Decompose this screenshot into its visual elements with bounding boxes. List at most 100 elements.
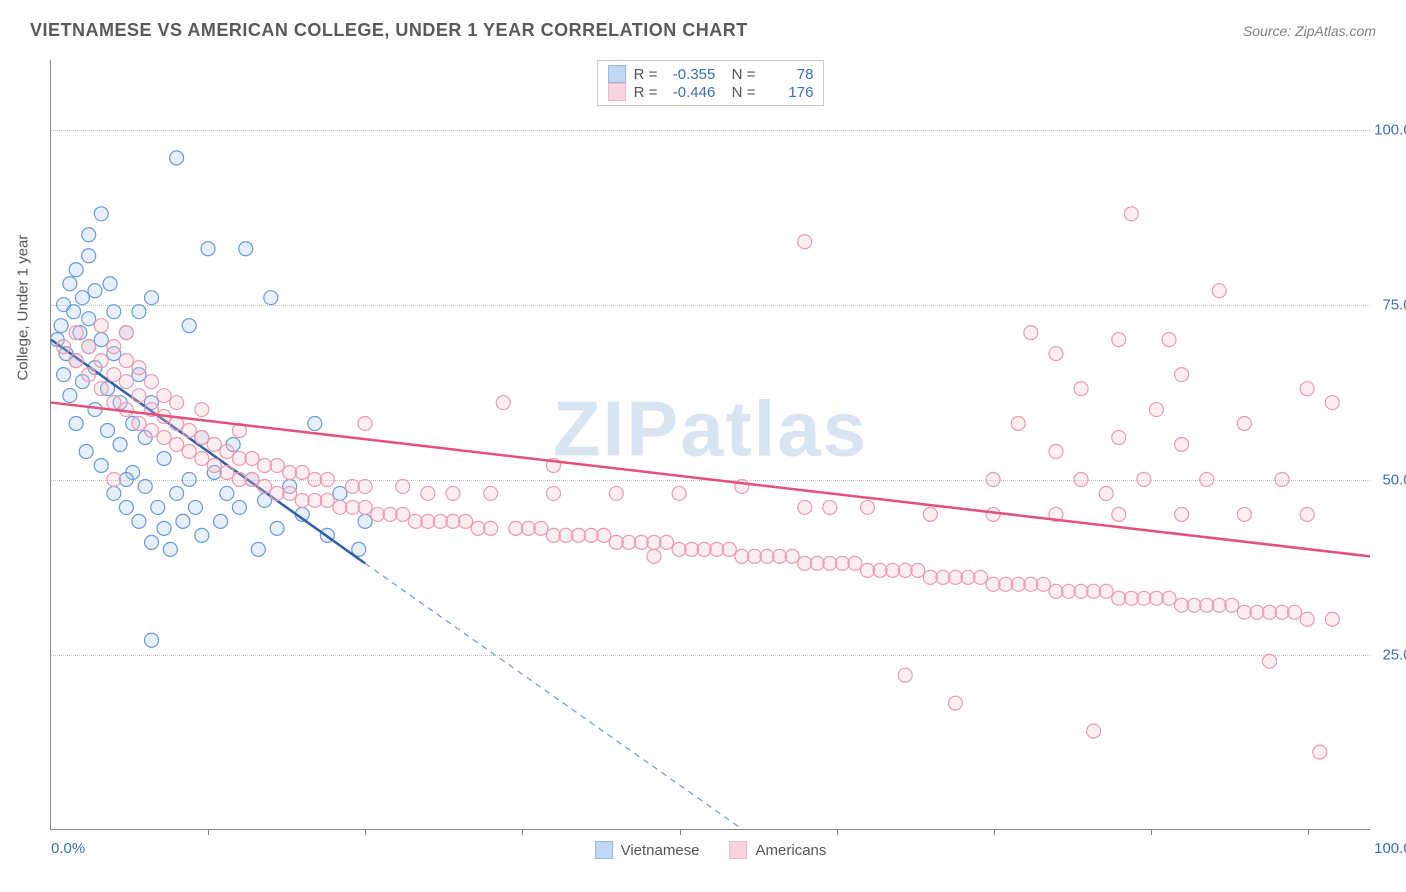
scatter-point (1099, 486, 1113, 500)
scatter-point (572, 528, 586, 542)
scatter-point (948, 570, 962, 584)
scatter-point (1187, 598, 1201, 612)
scatter-point (195, 528, 209, 542)
scatter-point (182, 319, 196, 333)
n-value-1: 78 (763, 66, 813, 83)
scatter-point (132, 305, 146, 319)
scatter-point (82, 368, 96, 382)
scatter-point (88, 284, 102, 298)
scatter-point (107, 368, 121, 382)
scatter-point (188, 500, 202, 514)
scatter-point (82, 228, 96, 242)
scatter-point (1263, 654, 1277, 668)
scatter-point (79, 445, 93, 459)
scatter-point (1313, 745, 1327, 759)
scatter-point (433, 514, 447, 528)
scatter-point (1024, 326, 1038, 340)
scatter-point (835, 556, 849, 570)
scatter-point (1099, 584, 1113, 598)
scatter-point (333, 486, 347, 500)
legend-swatch-vietnamese (595, 841, 613, 859)
scatter-point (685, 542, 699, 556)
scatter-point (1087, 724, 1101, 738)
chart-area: ZIPatlas R = -0.355 N = 78 R = -0.446 N … (50, 60, 1370, 830)
scatter-point (103, 277, 117, 291)
scatter-point (119, 326, 133, 340)
scatter-point (1263, 605, 1277, 619)
scatter-point (1124, 207, 1138, 221)
scatter-point (609, 535, 623, 549)
scatter-point (1300, 612, 1314, 626)
scatter-point (597, 528, 611, 542)
scatter-point (1237, 507, 1251, 521)
scatter-point (94, 382, 108, 396)
scatter-point (157, 389, 171, 403)
scatter-point (182, 445, 196, 459)
r-label-1: R = (634, 66, 658, 83)
chart-title: VIETNAMESE VS AMERICAN COLLEGE, UNDER 1 … (30, 20, 748, 41)
scatter-point (132, 417, 146, 431)
scatter-point (1162, 591, 1176, 605)
scatter-point (609, 486, 623, 500)
scatter-point (1200, 598, 1214, 612)
scatter-point (145, 291, 159, 305)
scatter-point (823, 556, 837, 570)
scatter-point (176, 514, 190, 528)
scatter-point (1212, 598, 1226, 612)
scatter-point (320, 472, 334, 486)
scatter-point (1087, 584, 1101, 598)
scatter-point (1049, 584, 1063, 598)
x-tick (365, 829, 366, 835)
scatter-point (67, 305, 81, 319)
scatter-point (1175, 368, 1189, 382)
scatter-point (1200, 472, 1214, 486)
x-tick (994, 829, 995, 835)
scatter-point (484, 486, 498, 500)
scatter-point (471, 521, 485, 535)
x-tick (680, 829, 681, 835)
x-tick (1151, 829, 1152, 835)
scatter-point (999, 577, 1013, 591)
scatter-point (207, 438, 221, 452)
scatter-point (119, 500, 133, 514)
scatter-point (54, 319, 68, 333)
scatter-point (722, 542, 736, 556)
scatter-point (1112, 333, 1126, 347)
scatter-point (251, 542, 265, 556)
scatter-point (94, 207, 108, 221)
scatter-point (107, 305, 121, 319)
legend-label-vietnamese: Vietnamese (621, 842, 700, 859)
scatter-point (88, 403, 102, 417)
n-label-2: N = (723, 84, 755, 101)
scatter-point (94, 458, 108, 472)
scatter-point (521, 521, 535, 535)
scatter-point (63, 389, 77, 403)
n-value-2: 176 (763, 84, 813, 101)
scatter-point (672, 486, 686, 500)
stats-row-1: R = -0.355 N = 78 (608, 65, 814, 83)
scatter-point (82, 340, 96, 354)
scatter-point (773, 549, 787, 563)
scatter-point (798, 500, 812, 514)
scatter-point (201, 242, 215, 256)
scatter-point (132, 361, 146, 375)
scatter-point (1137, 472, 1151, 486)
scatter-point (1074, 584, 1088, 598)
scatter-point (345, 500, 359, 514)
scatter-point (1300, 382, 1314, 396)
scatter-point (484, 521, 498, 535)
legend-swatch-americans (730, 841, 748, 859)
scatter-point (145, 424, 159, 438)
scatter-point (546, 486, 560, 500)
scatter-point (170, 438, 184, 452)
x-axis-label-min: 0.0% (51, 840, 85, 857)
scatter-point (421, 514, 435, 528)
scatter-point (660, 535, 674, 549)
scatter-point (157, 431, 171, 445)
scatter-point (145, 535, 159, 549)
scatter-point (1137, 591, 1151, 605)
scatter-point (239, 242, 253, 256)
scatter-point (1049, 347, 1063, 361)
scatter-point (974, 570, 988, 584)
scatter-point (232, 472, 246, 486)
